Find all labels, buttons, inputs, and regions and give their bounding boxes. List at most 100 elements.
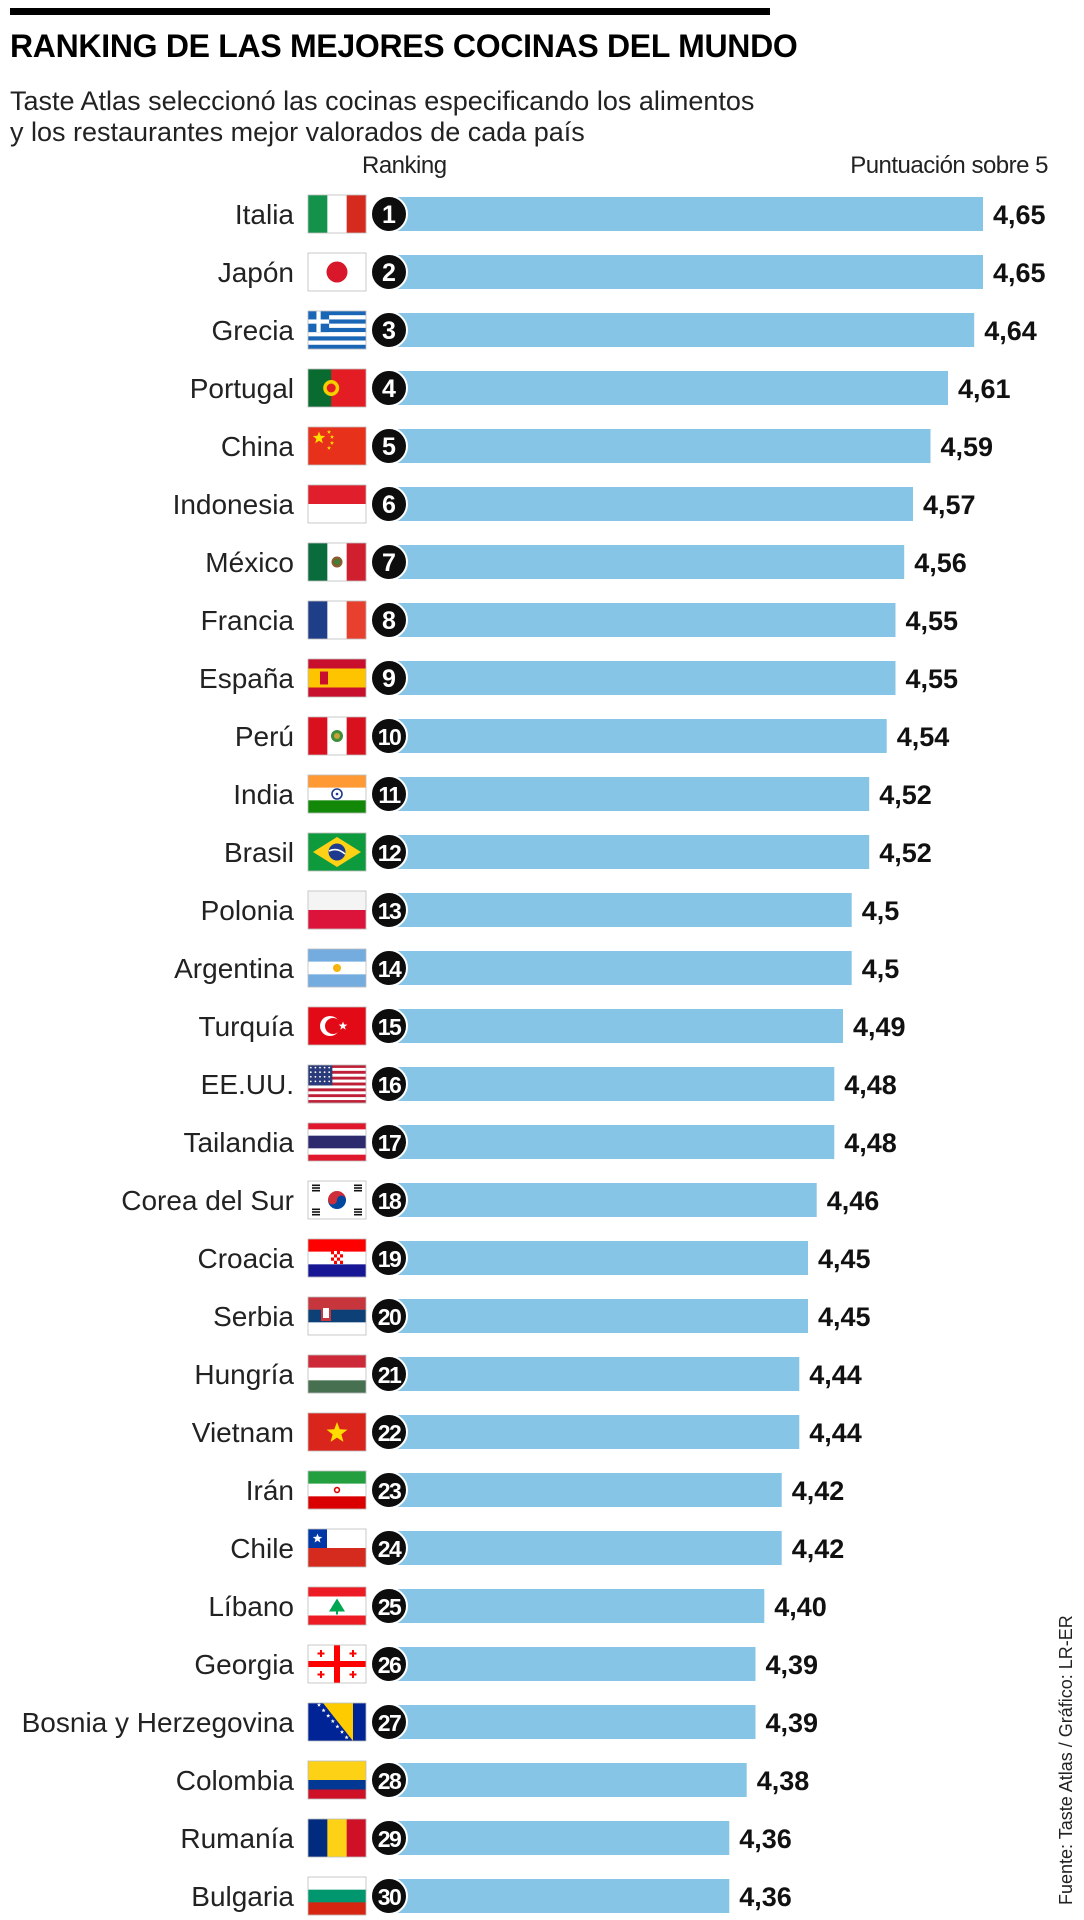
value-label: 4,44: [809, 1418, 862, 1448]
value-label: 4,55: [906, 664, 959, 694]
rank-badge: [370, 1703, 408, 1741]
india-flag-icon: [307, 774, 367, 814]
colombia-flag-icon: [307, 1760, 367, 1800]
bar: [388, 197, 983, 231]
rank-number: 28: [378, 1768, 402, 1794]
source-credit: Fuente: Taste Atlas / Gráfico: LR-ER: [1056, 1615, 1076, 1905]
bar: [388, 835, 870, 869]
rank-badge: [370, 1587, 408, 1625]
serbia-flag-icon: [307, 1296, 367, 1336]
chart-row: Portugal 4 4,61: [190, 368, 1011, 408]
rank-number: 27: [378, 1710, 401, 1736]
bar: [388, 545, 905, 579]
country-label: Polonia: [201, 895, 295, 926]
value-label: 4,46: [827, 1186, 880, 1216]
rank-badge: [370, 1007, 408, 1045]
chart-row: China 5 4,59: [221, 426, 993, 466]
value-label: 4,40: [774, 1592, 827, 1622]
chart-row: Indonesia 6 4,57: [173, 484, 976, 524]
rank-number: 4: [382, 375, 396, 403]
mexico-flag-icon: [307, 542, 367, 582]
rank-badge: [370, 1761, 408, 1799]
chart-row: Bulgaria 30 4,36: [191, 1876, 792, 1916]
rank-number: 16: [378, 1072, 401, 1098]
bar: [388, 1589, 765, 1623]
country-label: Bosnia y Herzegovina: [22, 1707, 295, 1738]
chart-row: Japón 2 4,65: [218, 252, 1046, 292]
rank-badge: [370, 1819, 408, 1857]
rank-column-label: Ranking: [362, 152, 447, 179]
bar: [388, 1705, 756, 1739]
country-label: Japón: [218, 257, 294, 288]
top-rule: [10, 8, 770, 15]
portugal-flag-icon: [307, 368, 367, 408]
country-label: Grecia: [212, 315, 295, 346]
country-label: China: [221, 431, 295, 462]
country-label: Portugal: [190, 373, 294, 404]
japan-flag-icon: [307, 252, 367, 292]
country-label: Corea del Sur: [121, 1185, 294, 1216]
rank-number: 22: [378, 1420, 401, 1446]
value-label: 4,45: [818, 1302, 871, 1332]
rank-number: 7: [382, 549, 396, 577]
rank-badge: [370, 543, 408, 581]
chart-row: Italia 1 4,65: [235, 194, 1046, 234]
rank-badge: [370, 775, 408, 813]
rank-number: 19: [378, 1246, 401, 1272]
rank-number: 24: [378, 1536, 402, 1562]
rank-number: 11: [378, 782, 401, 808]
bar: [388, 487, 913, 521]
chile-flag-icon: [307, 1528, 367, 1568]
rank-number: 12: [378, 840, 401, 866]
chart-row: Irán 23 4,42: [246, 1470, 844, 1510]
country-label: Argentina: [174, 953, 294, 984]
chart-row: Grecia 3 4,64: [212, 310, 1037, 350]
value-label: 4,39: [766, 1650, 819, 1680]
rank-badge: [370, 1239, 408, 1277]
spain-flag-icon: [307, 658, 367, 698]
chart-subtitle: Taste Atlas seleccionó las cocinas espec…: [10, 86, 755, 147]
country-label: México: [205, 547, 294, 578]
value-label: 4,65: [993, 258, 1046, 288]
country-label: Serbia: [213, 1301, 294, 1332]
chart-row: Rumanía 29 4,36: [180, 1818, 792, 1858]
bulgaria-flag-icon: [307, 1876, 367, 1916]
croatia-flag-icon: [307, 1238, 367, 1278]
country-label: EE.UU.: [201, 1069, 294, 1100]
bar: [388, 313, 975, 347]
rank-badge: [370, 1123, 408, 1161]
bar: [388, 1067, 835, 1101]
rank-number: 18: [378, 1188, 402, 1214]
chart-row: Brasil 12 4,52: [224, 832, 932, 872]
value-label: 4,5: [862, 954, 900, 984]
chart-row: Colombia 28 4,38: [176, 1760, 810, 1800]
value-label: 4,61: [958, 374, 1011, 404]
georgia-flag-icon: [307, 1644, 367, 1684]
chart-row: Georgia 26 4,39: [194, 1644, 819, 1684]
chart-row: Argentina 14 4,5: [174, 948, 900, 988]
rank-badge: [370, 369, 408, 407]
chart-row: Vietnam 22 4,44: [192, 1412, 862, 1452]
rank-number: 21: [378, 1362, 402, 1388]
lebanon-flag-icon: [307, 1586, 367, 1626]
rank-number: 1: [382, 201, 396, 229]
chart-row: EE.UU. 16 4,48: [201, 1064, 897, 1104]
rank-number: 30: [378, 1884, 401, 1910]
value-label: 4,38: [757, 1766, 810, 1796]
country-label: Brasil: [224, 837, 294, 868]
chart-row: India 11 4,52: [233, 774, 932, 814]
bar: [388, 893, 852, 927]
rank-number: 17: [378, 1130, 401, 1156]
value-label: 4,36: [739, 1824, 792, 1854]
rank-badge: [370, 253, 408, 291]
chart-row: Tailandia 17 4,48: [183, 1122, 897, 1162]
rank-badge: [370, 1413, 408, 1451]
chart-row: Serbia 20 4,45: [213, 1296, 871, 1336]
rank-badge: [370, 1297, 408, 1335]
bar: [388, 719, 887, 753]
turkey-flag-icon: [307, 1006, 367, 1046]
bar: [388, 1647, 756, 1681]
rank-badge: [370, 1471, 408, 1509]
rank-badge: [370, 601, 408, 639]
